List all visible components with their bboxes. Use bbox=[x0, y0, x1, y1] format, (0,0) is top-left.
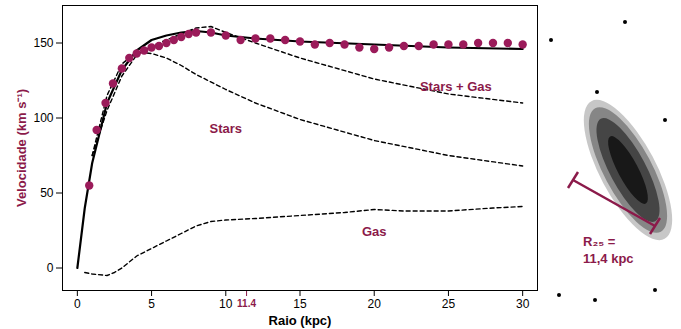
svg-text:R₂₅ =: R₂₅ = bbox=[583, 234, 616, 249]
svg-text:11,4 kpc: 11,4 kpc bbox=[583, 251, 634, 266]
svg-text:50: 50 bbox=[40, 186, 54, 200]
svg-text:100: 100 bbox=[33, 111, 53, 125]
svg-text:15: 15 bbox=[293, 297, 307, 311]
svg-text:Stars + Gas: Stars + Gas bbox=[420, 79, 492, 94]
svg-text:Raio (kpc): Raio (kpc) bbox=[269, 313, 332, 328]
svg-text:10: 10 bbox=[219, 297, 233, 311]
svg-text:0: 0 bbox=[47, 261, 54, 275]
svg-text:30: 30 bbox=[516, 297, 530, 311]
svg-text:Gas: Gas bbox=[362, 224, 387, 239]
svg-text:5: 5 bbox=[148, 297, 155, 311]
svg-text:Stars: Stars bbox=[210, 121, 243, 136]
svg-text:25: 25 bbox=[442, 297, 456, 311]
svg-text:150: 150 bbox=[33, 36, 53, 50]
svg-text:20: 20 bbox=[368, 297, 382, 311]
svg-text:Velocidade (km s⁻¹): Velocidade (km s⁻¹) bbox=[14, 89, 29, 207]
svg-text:0: 0 bbox=[74, 297, 81, 311]
svg-text:11.4: 11.4 bbox=[237, 298, 256, 309]
